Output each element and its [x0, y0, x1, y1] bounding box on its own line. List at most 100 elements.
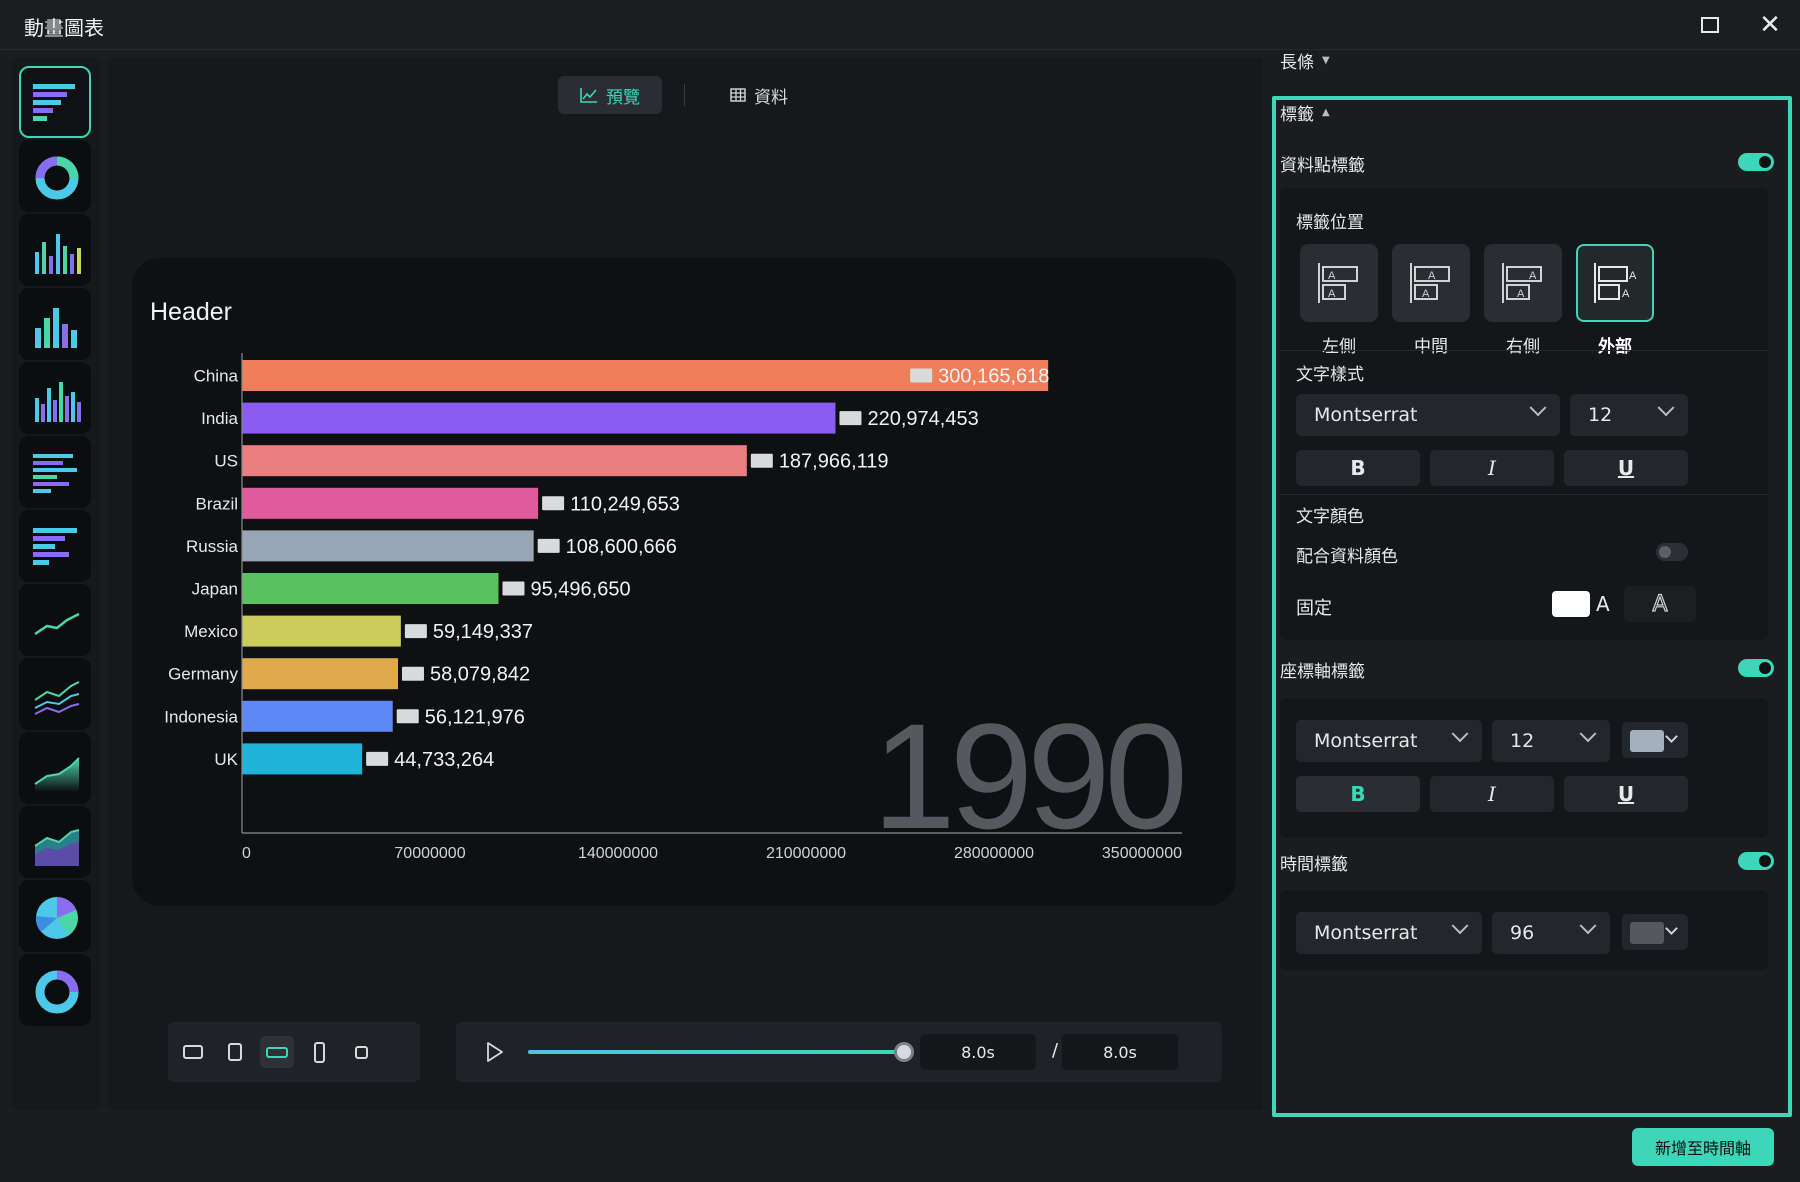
- value-label: 110,249,653: [570, 493, 680, 515]
- labels-section-header[interactable]: 標籤 ▲: [1280, 100, 1330, 125]
- position-left-label: 左側: [1322, 337, 1356, 357]
- chart-type-donut[interactable]: [19, 140, 91, 212]
- flag-icon: [396, 709, 419, 724]
- text-bold-button[interactable]: B: [1296, 450, 1420, 486]
- close-button[interactable]: ✕: [1752, 8, 1788, 42]
- column-icon-2: [35, 308, 77, 348]
- data-label-options: 標籤位置 A A A A: [1280, 188, 1768, 640]
- category-label: Germany: [168, 665, 238, 684]
- settings-panel: 長條 ▼ 標籤 ▲ 資料點標籤 標籤位置 A A A: [1270, 50, 1800, 1182]
- category-label: Russia: [186, 537, 239, 556]
- category-label: Japan: [192, 580, 238, 599]
- line-chart-icon: [580, 88, 597, 103]
- label-outside-icon: A A: [1594, 263, 1637, 303]
- current-time[interactable]: 8.0s: [920, 1034, 1036, 1070]
- chart-type-donut-2[interactable]: [19, 954, 91, 1026]
- value-label: 56,121,976: [425, 706, 525, 728]
- text-size-select[interactable]: 12: [1570, 394, 1688, 436]
- chart-type-multi-line[interactable]: [19, 658, 91, 730]
- tab-preview[interactable]: 預覽: [558, 76, 662, 114]
- bars-section-header[interactable]: 長條 ▼: [1280, 48, 1330, 73]
- x-tick-label: 70000000: [394, 845, 465, 862]
- fixed-color-swatch[interactable]: A: [1548, 586, 1620, 622]
- text-underline-button[interactable]: U: [1564, 450, 1688, 486]
- svg-text:A: A: [1622, 288, 1630, 300]
- chart-type-stacked-area[interactable]: [19, 806, 91, 878]
- value-label: 187,966,119: [779, 451, 889, 473]
- progress-track[interactable]: [528, 1042, 914, 1062]
- x-tick-label: 0: [242, 845, 251, 862]
- chevron-down-icon: [1451, 725, 1469, 743]
- chart-type-column[interactable]: [19, 214, 91, 286]
- tab-divider: [684, 84, 685, 106]
- text-italic-button[interactable]: I: [1430, 450, 1554, 486]
- chart-type-pie[interactable]: [19, 880, 91, 952]
- total-time[interactable]: 8.0s: [1062, 1034, 1178, 1070]
- bar-brazil: [242, 487, 539, 519]
- axis-bold-button[interactable]: B: [1296, 776, 1420, 812]
- data-point-labels-toggle[interactable]: [1738, 153, 1774, 171]
- chart-type-bar-race[interactable]: [19, 66, 91, 138]
- position-left-button[interactable]: A A: [1300, 244, 1378, 322]
- chart-type-bar-2[interactable]: [19, 510, 91, 582]
- outline-text-button[interactable]: A: [1624, 586, 1696, 622]
- bar-icon-2: [33, 528, 77, 565]
- match-data-color-toggle[interactable]: [1656, 543, 1688, 561]
- chart-type-column-2[interactable]: [19, 288, 91, 360]
- axis-color-picker[interactable]: [1622, 722, 1688, 758]
- play-icon[interactable]: [482, 1040, 506, 1064]
- ratio-9-16-button[interactable]: [302, 1036, 336, 1068]
- chevron-down-icon: [1451, 917, 1469, 935]
- toggle-knob: [1759, 855, 1771, 867]
- chart-type-bar[interactable]: [19, 436, 91, 508]
- maximize-button[interactable]: [1692, 8, 1728, 42]
- position-center-button[interactable]: A A: [1392, 244, 1470, 322]
- ratio-1-1-button[interactable]: [344, 1036, 378, 1068]
- axis-italic-button[interactable]: I: [1430, 776, 1554, 812]
- chart-type-column-3[interactable]: [19, 362, 91, 434]
- aspect-ratio-bar: [168, 1022, 420, 1082]
- progress-knob[interactable]: [894, 1042, 914, 1062]
- flag-icon: [404, 624, 427, 639]
- time-font-value: Montserrat: [1314, 922, 1418, 944]
- axis-size-select[interactable]: 12: [1492, 720, 1610, 762]
- time-labels-toggle[interactable]: [1738, 852, 1774, 870]
- add-to-timeline-button[interactable]: 新增至時間軸: [1632, 1128, 1774, 1166]
- position-right-label: 右側: [1506, 337, 1540, 357]
- time-size-select[interactable]: 96: [1492, 912, 1610, 954]
- ratio-16-9-button[interactable]: [176, 1036, 210, 1068]
- playback-bar: 8.0s / 8.0s: [456, 1022, 1222, 1082]
- axis-font-select[interactable]: Montserrat: [1296, 720, 1482, 762]
- x-tick-label: 350000000: [1102, 845, 1182, 862]
- time-font-select[interactable]: Montserrat: [1296, 912, 1482, 954]
- view-toggle: 預覽 資料: [558, 76, 918, 114]
- axis-labels-label: 座標軸標籤: [1280, 662, 1365, 682]
- x-tick-label: 140000000: [578, 845, 658, 862]
- svg-text:A: A: [1529, 270, 1537, 282]
- flag-icon: [750, 453, 773, 468]
- time-color-picker[interactable]: [1622, 914, 1688, 950]
- axis-labels-toggle[interactable]: [1738, 659, 1774, 677]
- position-right-button[interactable]: A A: [1484, 244, 1562, 322]
- flag-icon: [366, 751, 389, 766]
- toggle-knob: [1659, 546, 1671, 558]
- value-label: 108,600,666: [566, 536, 677, 558]
- axis-underline-button[interactable]: U: [1564, 776, 1688, 812]
- match-data-color-label: 配合資料顏色: [1296, 547, 1398, 567]
- landscape-icon: [183, 1045, 203, 1059]
- donut-icon-2: [35, 970, 79, 1014]
- tab-data[interactable]: 資料: [708, 76, 810, 114]
- label-center-icon: A A: [1410, 263, 1450, 303]
- bar-india: [242, 402, 836, 434]
- svg-text:A: A: [1422, 288, 1430, 300]
- ratio-wide-button[interactable]: [260, 1036, 294, 1068]
- text-color-title: 文字顏色: [1296, 507, 1364, 527]
- window-title: 動畫圖表: [24, 16, 104, 40]
- chart-type-line[interactable]: [19, 584, 91, 656]
- ratio-3-4-button[interactable]: [218, 1036, 252, 1068]
- position-outside-button[interactable]: A A: [1576, 244, 1654, 322]
- stacked-area-icon: [34, 829, 80, 866]
- x-tick-label: 210000000: [766, 845, 846, 862]
- text-font-select[interactable]: Montserrat: [1296, 394, 1560, 436]
- chart-type-area[interactable]: [19, 732, 91, 804]
